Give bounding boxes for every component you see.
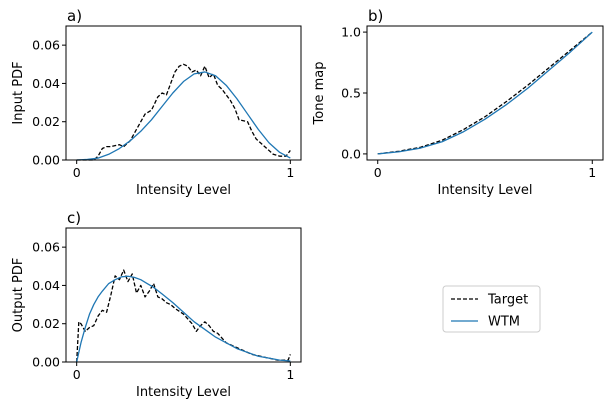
series-line-wtm <box>76 71 291 161</box>
x-tick-label: 0 <box>374 165 382 180</box>
y-tick-label: 0.06 <box>32 38 60 53</box>
y-axis-label: Tone map <box>312 62 327 126</box>
x-axis-label: Intensity Level <box>136 385 231 400</box>
x-tick-label: 1 <box>588 165 596 180</box>
x-tick-label: 0 <box>73 367 81 382</box>
y-tick-label: 0.02 <box>32 114 60 129</box>
panel-a: 0 1 0.00 0.02 0.04 0.06 Intensity Level Input P… <box>11 7 302 198</box>
panel-label: c) <box>67 209 81 227</box>
legend-label-target: Target <box>487 293 528 308</box>
legend-label-wtm: WTM <box>488 315 520 330</box>
panel-b: 0 1 0.0 0.5 1.0 Intensity Level Tone map b) <box>312 7 604 198</box>
axes-frame <box>366 25 604 161</box>
y-tick-label: 0.0 <box>341 146 361 161</box>
y-tick-label: 0.02 <box>32 316 60 331</box>
series-line-target <box>377 31 593 155</box>
panel-label: a) <box>67 7 82 25</box>
y-tick-label: 0.00 <box>32 153 60 168</box>
y-tick-label: 0.00 <box>32 355 60 370</box>
y-tick-label: 1.0 <box>341 25 361 40</box>
x-axis-label: Intensity Level <box>136 183 231 198</box>
panel-c: 0 1 0.00 0.02 0.04 0.06 Intensity Level Output … <box>11 209 302 400</box>
y-tick-label: 0.04 <box>32 278 60 293</box>
y-axis-label: Output PDF <box>11 258 26 333</box>
panel-label: b) <box>368 7 383 25</box>
y-axis-label: Input PDF <box>11 61 26 124</box>
legend: Target WTM <box>442 285 541 333</box>
axes-frame <box>65 25 302 161</box>
series-line-target <box>76 63 291 161</box>
x-axis-label: Intensity Level <box>437 183 532 198</box>
x-tick-label: 1 <box>286 367 294 382</box>
x-tick-label: 0 <box>73 165 81 180</box>
y-tick-label: 0.04 <box>32 76 60 91</box>
series-line-wtm <box>76 275 291 363</box>
axes-frame <box>65 227 302 363</box>
x-tick-label: 1 <box>286 165 294 180</box>
y-tick-label: 0.5 <box>341 86 361 101</box>
series-line-wtm <box>377 31 593 155</box>
y-tick-label: 0.06 <box>32 240 60 255</box>
